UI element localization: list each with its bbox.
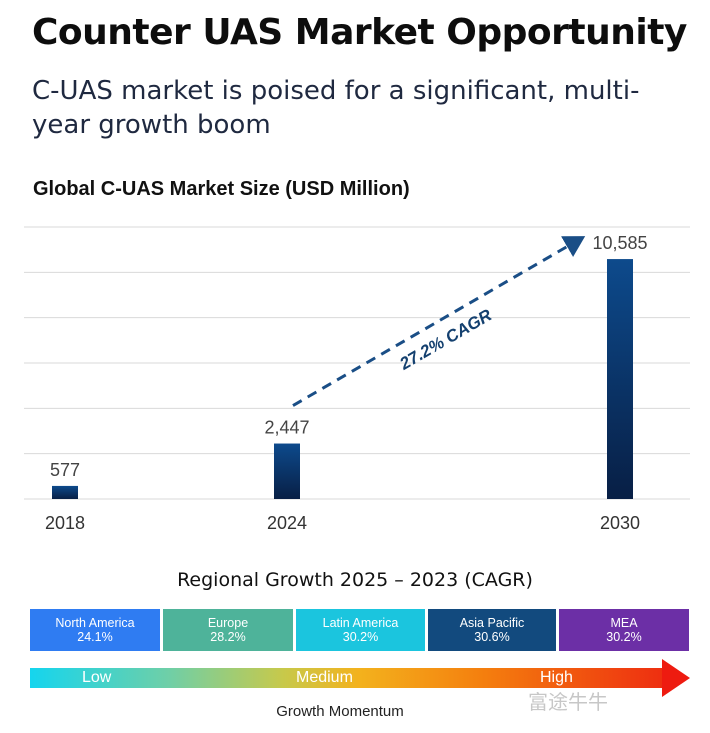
region-value: 30.2% bbox=[342, 630, 379, 644]
region-value: 30.2% bbox=[606, 630, 642, 644]
page-subtitle: C-UAS market is poised for a significant… bbox=[32, 76, 640, 140]
x-tick-label-2018: 2018 bbox=[45, 513, 85, 533]
region-name: Europe bbox=[207, 616, 249, 630]
cagr-dashed-arrow bbox=[292, 236, 586, 407]
regional-growth-title: Regional Growth 2025 – 2023 (CAGR) bbox=[177, 569, 533, 591]
watermark-logo: 富途牛牛 bbox=[528, 690, 608, 714]
region-name: North America bbox=[55, 616, 135, 630]
region-box-europe: Europe 28.2% bbox=[163, 609, 293, 651]
x-tick-label-2024: 2024 bbox=[267, 513, 307, 533]
value-label-2018: 577 bbox=[50, 460, 80, 480]
region-box-mea: MEA 30.2% bbox=[559, 609, 689, 651]
value-label-2024: 2,447 bbox=[264, 418, 309, 438]
x-tick-label-2030: 2030 bbox=[600, 513, 640, 533]
region-box-north-america: North America 24.1% bbox=[30, 609, 160, 651]
growth-momentum-arrow: Low Medium High bbox=[30, 659, 690, 697]
bar-2024 bbox=[274, 443, 300, 499]
momentum-arrow-tip bbox=[662, 659, 690, 697]
region-box-latin-america: Latin America 30.2% bbox=[296, 609, 425, 651]
momentum-high-label: High bbox=[540, 669, 573, 686]
region-name: Latin America bbox=[322, 616, 399, 630]
chart-title: Global C-UAS Market Size (USD Million) bbox=[33, 178, 410, 200]
region-value: 24.1% bbox=[77, 630, 113, 644]
region-box-asia-pacific: Asia Pacific 30.6% bbox=[428, 609, 556, 651]
momentum-caption: Growth Momentum bbox=[276, 703, 404, 720]
momentum-medium-label: Medium bbox=[296, 669, 353, 686]
page-title: Counter UAS Market Opportunity bbox=[32, 12, 687, 53]
bar-2030 bbox=[607, 259, 633, 499]
region-value: 30.6% bbox=[474, 630, 510, 644]
region-value: 28.2% bbox=[210, 630, 246, 644]
region-name: MEA bbox=[610, 616, 638, 630]
momentum-low-label: Low bbox=[82, 669, 112, 686]
region-name: Asia Pacific bbox=[459, 616, 525, 630]
regional-growth-boxes: North America 24.1% Europe 28.2% Latin A… bbox=[30, 609, 690, 651]
momentum-gradient-band bbox=[30, 668, 662, 688]
value-label-2030: 10,585 bbox=[592, 233, 647, 253]
bar-2018 bbox=[52, 485, 78, 499]
